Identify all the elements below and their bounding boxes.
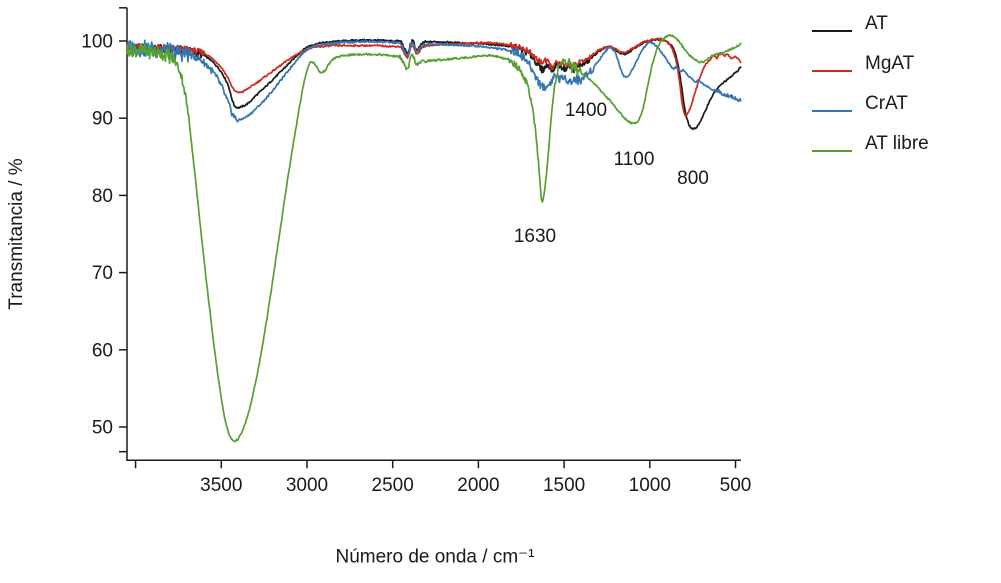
spectrum-line-crat	[126, 39, 742, 123]
x-tick-label: 2500	[372, 475, 414, 496]
y-tick-label: 50	[92, 418, 113, 439]
spectrum-line-at-libre	[126, 33, 742, 443]
legend: AT MgAT CrAT AT libre	[812, 4, 929, 164]
peak-annotation-800: 800	[677, 168, 709, 189]
x-tick-label: 3000	[286, 475, 328, 496]
legend-label-crat: CrAT	[865, 93, 908, 114]
peak-annotation-1100: 1100	[613, 149, 655, 170]
legend-line-swatch-crat	[812, 110, 852, 112]
x-tick-label: 2000	[457, 475, 499, 496]
x-tick-label: 1000	[629, 475, 671, 496]
legend-item-mgat: MgAT	[812, 44, 929, 84]
legend-item-crat: CrAT	[812, 84, 929, 124]
x-tick-label: 500	[720, 475, 752, 496]
y-tick-label: 60	[92, 340, 113, 361]
legend-line-swatch-mgat	[812, 70, 852, 72]
peak-annotation-1630: 1630	[513, 226, 557, 247]
y-axis-title: Transmitancia / %	[6, 158, 27, 310]
x-tick-label: 3500	[200, 475, 242, 496]
y-tick-label: 70	[92, 263, 113, 284]
legend-item-at: AT	[812, 4, 929, 44]
legend-label-at-libre: AT libre	[865, 133, 929, 154]
legend-line-swatch-at-libre	[812, 150, 852, 152]
legend-item-at-libre: AT libre	[812, 124, 929, 164]
x-tick-label: 1500	[543, 475, 585, 496]
legend-label-at: AT	[865, 13, 888, 34]
y-tick-label: 90	[92, 109, 113, 130]
axes-spines	[126, 7, 741, 461]
y-tick-label: 80	[92, 186, 113, 207]
x-axis-title: Número de onda / cm⁻¹	[335, 546, 535, 568]
legend-line-swatch-at	[812, 30, 852, 32]
peak-annotation-1400: 1400	[564, 100, 608, 121]
y-tick-label: 100	[81, 32, 113, 53]
legend-label-mgat: MgAT	[865, 53, 915, 74]
